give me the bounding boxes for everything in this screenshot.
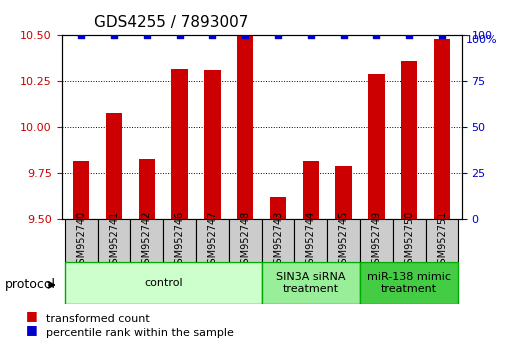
Bar (303, 161, 319, 219)
FancyBboxPatch shape (360, 219, 393, 262)
Text: GSM952745: GSM952745 (339, 211, 349, 270)
FancyBboxPatch shape (426, 219, 459, 262)
Point (110, 33, 118, 38)
Text: percentile rank within the sample: percentile rank within the sample (46, 328, 234, 338)
Text: GSM952748: GSM952748 (240, 211, 250, 270)
Point (307, 33, 315, 38)
Point (143, 33, 151, 38)
Point (340, 33, 348, 38)
Text: GSM952749: GSM952749 (371, 211, 382, 270)
Point (175, 33, 184, 38)
FancyBboxPatch shape (65, 262, 262, 304)
FancyBboxPatch shape (360, 262, 459, 304)
FancyBboxPatch shape (229, 219, 262, 262)
Text: GSM952743: GSM952743 (273, 211, 283, 270)
FancyBboxPatch shape (393, 219, 426, 262)
Bar (368, 74, 385, 219)
Point (241, 33, 249, 38)
Bar (336, 166, 352, 219)
Bar (270, 198, 286, 219)
Text: miR-138 mimic
treatment: miR-138 mimic treatment (367, 272, 451, 294)
FancyBboxPatch shape (65, 219, 97, 262)
Text: control: control (144, 278, 183, 288)
Text: GSM952742: GSM952742 (142, 211, 152, 270)
FancyBboxPatch shape (262, 262, 360, 304)
Point (77, 33, 85, 38)
Text: transformed count: transformed count (46, 314, 150, 324)
Point (208, 33, 216, 38)
Text: GSM952741: GSM952741 (109, 211, 119, 270)
Text: ■: ■ (26, 309, 37, 321)
Text: GSM952747: GSM952747 (207, 211, 218, 270)
Point (438, 33, 446, 38)
Text: SIN3A siRNA
treatment: SIN3A siRNA treatment (276, 272, 346, 294)
Bar (106, 113, 122, 219)
Text: GSM952740: GSM952740 (76, 211, 86, 270)
FancyBboxPatch shape (130, 219, 163, 262)
Bar (401, 61, 418, 219)
Text: GSM952746: GSM952746 (174, 211, 185, 270)
Text: 100%: 100% (466, 35, 497, 45)
Bar (73, 161, 89, 219)
FancyBboxPatch shape (262, 219, 294, 262)
FancyBboxPatch shape (294, 219, 327, 262)
Bar (139, 159, 155, 219)
Text: ■: ■ (26, 323, 37, 336)
Bar (434, 39, 450, 219)
Bar (204, 70, 221, 219)
FancyBboxPatch shape (97, 219, 130, 262)
FancyBboxPatch shape (327, 219, 360, 262)
Text: GSM952751: GSM952751 (437, 211, 447, 270)
Point (405, 33, 413, 38)
FancyBboxPatch shape (196, 219, 229, 262)
Text: GSM952744: GSM952744 (306, 211, 316, 270)
Bar (171, 69, 188, 219)
Point (372, 33, 381, 38)
Bar (237, 0, 253, 219)
Text: protocol: protocol (5, 279, 56, 291)
Text: GSM952750: GSM952750 (404, 211, 414, 270)
Text: GDS4255 / 7893007: GDS4255 / 7893007 (93, 15, 248, 30)
Point (274, 33, 282, 38)
FancyBboxPatch shape (163, 219, 196, 262)
